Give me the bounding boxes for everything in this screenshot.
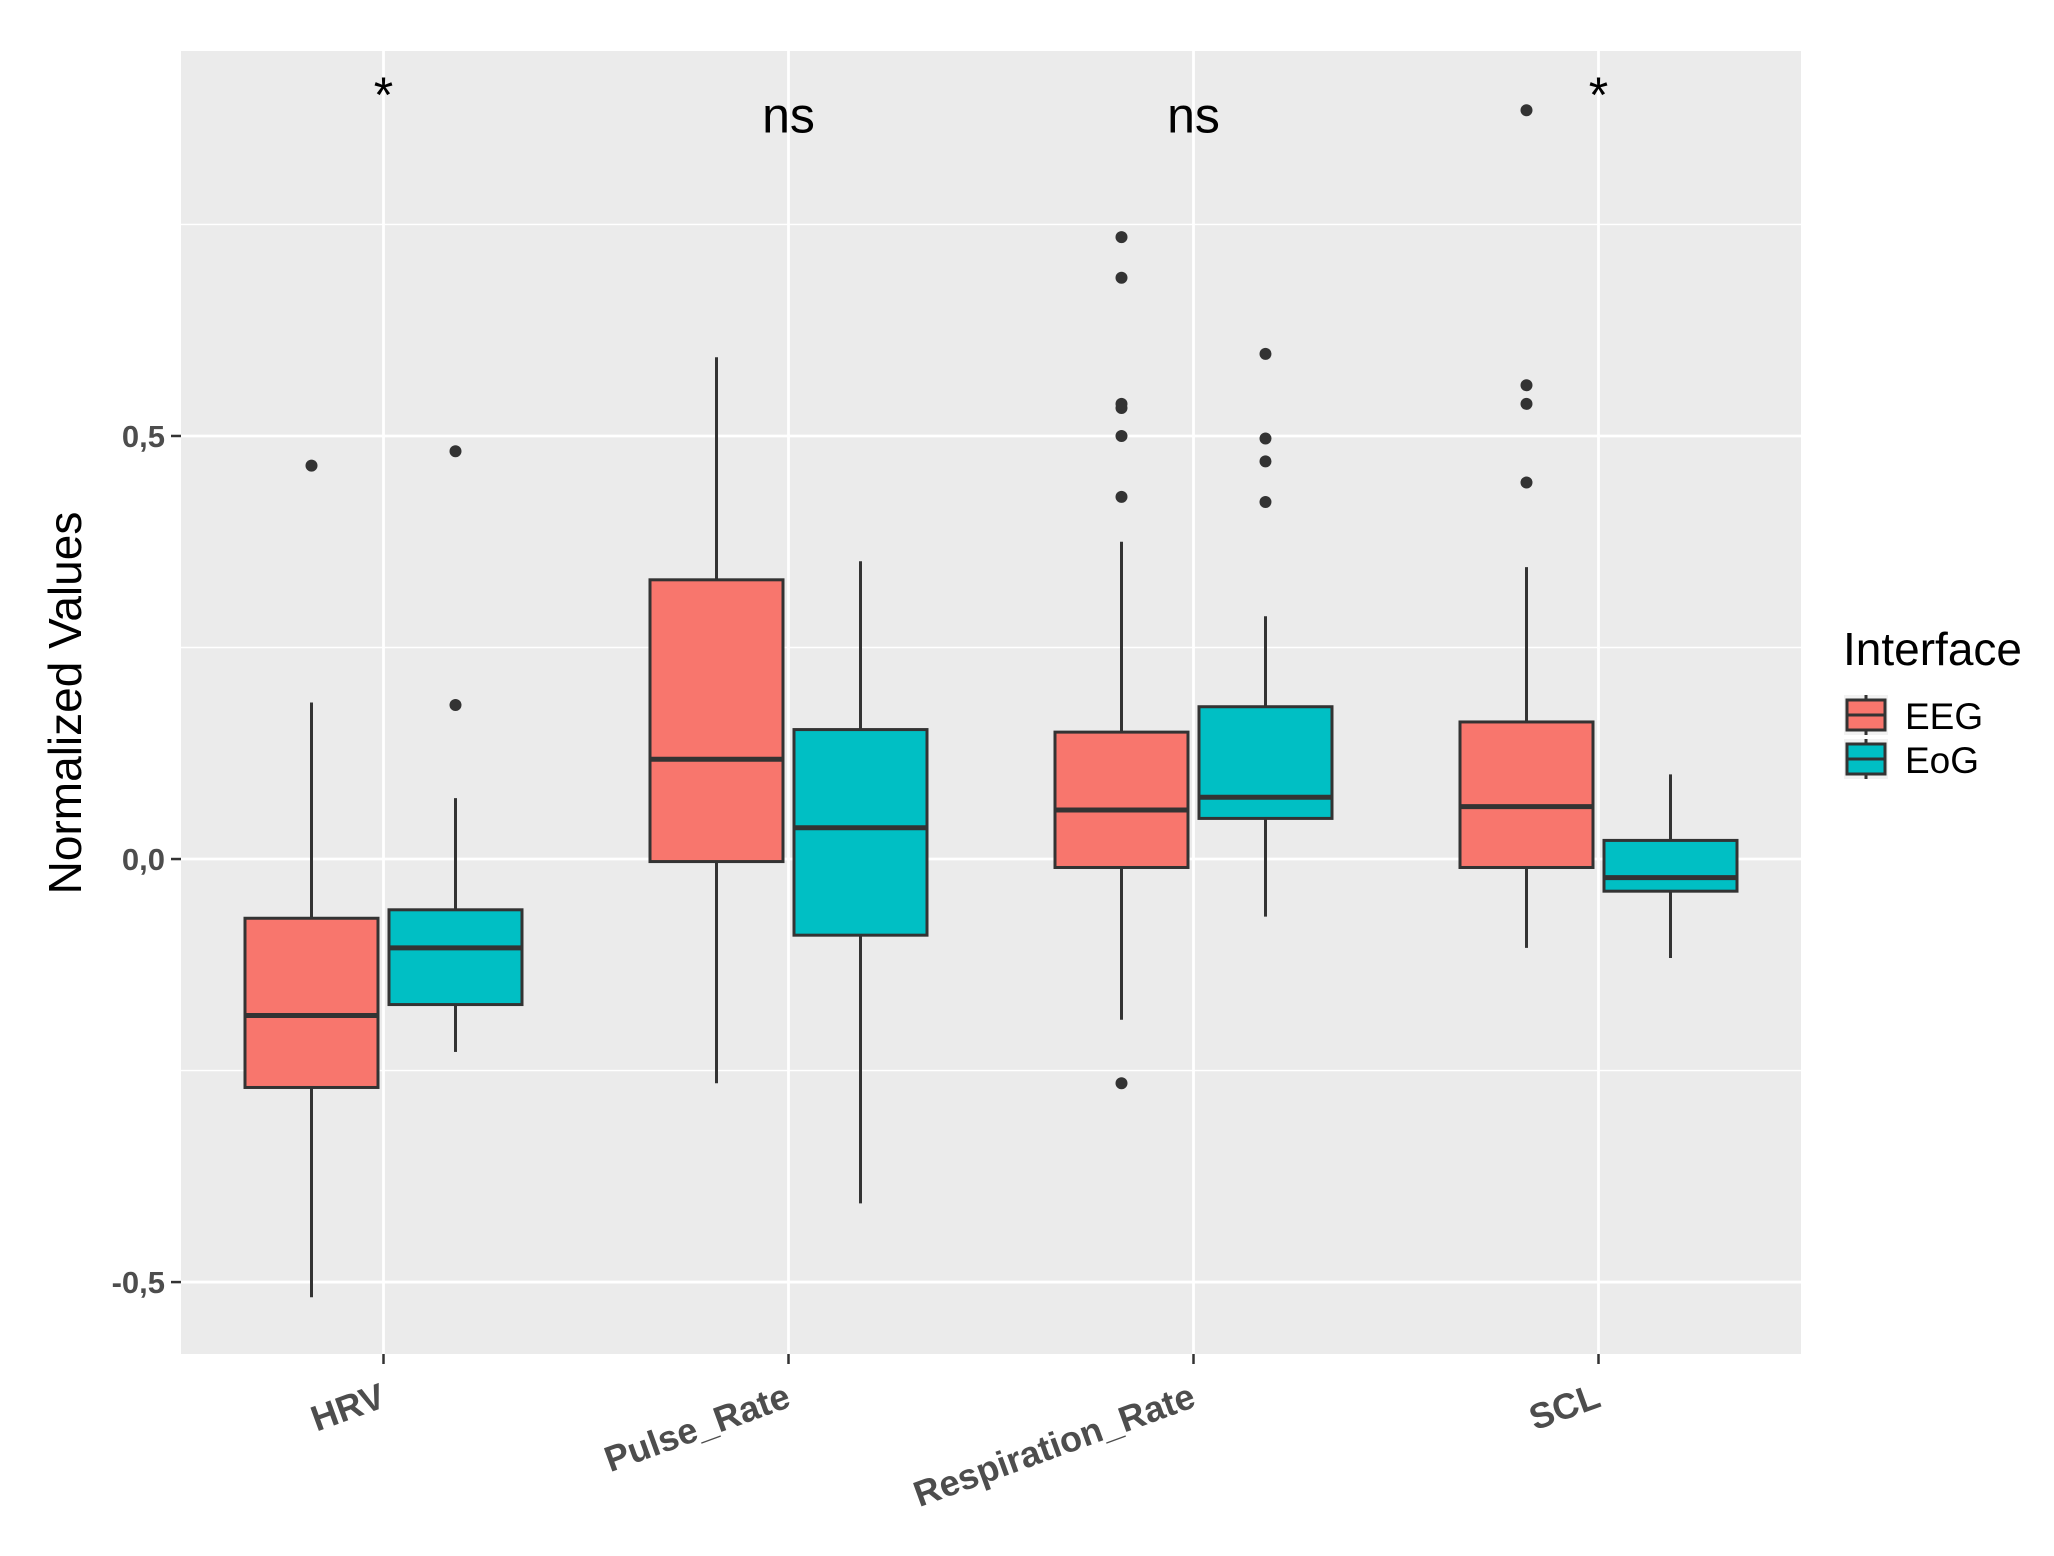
outlier-point <box>1115 490 1128 503</box>
x-tick-label: HRV <box>305 1375 390 1439</box>
box-eog-hrv <box>387 445 524 1052</box>
grid-major <box>181 51 1801 1354</box>
outlier-point <box>1115 429 1128 442</box>
legend-title: Interface <box>1843 623 2022 675</box>
box-eog-pulse-rate <box>792 561 929 1204</box>
outlier-point <box>305 459 318 472</box>
significance-label: ns <box>1167 87 1220 143</box>
significance-labels: * ns ns * <box>374 67 1608 143</box>
y-tick-label: 0,0 <box>122 842 165 877</box>
box-body <box>1602 838 1739 893</box>
outlier-point <box>449 699 462 712</box>
y-tick-label: 0,5 <box>122 419 165 454</box>
box-eog-respiration-rate <box>1197 347 1334 917</box>
box-body <box>1053 730 1190 869</box>
y-tick-label: -0,5 <box>112 1265 165 1300</box>
plot-panel <box>181 51 1801 1354</box>
box-body <box>792 728 929 937</box>
box-body <box>648 578 785 864</box>
legend-item-eeg: EEG <box>1844 695 1983 737</box>
box-body <box>243 916 380 1089</box>
outlier-point <box>1259 432 1272 445</box>
x-axis: HRV Pulse_Rate Respiration_Rate SCL <box>305 1354 1605 1515</box>
legend-label: EoG <box>1905 740 1979 781</box>
box-eog-scl <box>1602 774 1739 959</box>
x-tick-label: SCL <box>1524 1375 1606 1438</box>
box-body <box>1458 720 1595 869</box>
outlier-point <box>1520 476 1533 489</box>
outlier-point <box>1115 397 1128 410</box>
legend-item-eog: EoG <box>1844 739 1979 781</box>
significance-label: ns <box>762 87 815 143</box>
box-eeg-pulse-rate <box>648 357 785 1084</box>
outlier-point <box>1259 455 1272 468</box>
x-tick-label: Pulse_Rate <box>599 1375 795 1480</box>
outlier-point <box>1520 397 1533 410</box>
grid-minor <box>181 223 1801 1072</box>
box-eeg-hrv <box>243 459 380 1298</box>
outlier-point <box>1115 1077 1128 1090</box>
outlier-point <box>1520 104 1533 117</box>
outlier-point <box>1115 231 1128 244</box>
box-eeg-respiration-rate <box>1053 231 1190 1090</box>
box-body <box>1197 705 1334 820</box>
significance-label: * <box>1589 67 1608 123</box>
outlier-point <box>1115 271 1128 284</box>
outlier-point <box>1259 347 1272 360</box>
outlier-point <box>449 445 462 458</box>
legend-label: EEG <box>1905 696 1983 737</box>
outlier-point <box>1520 379 1533 392</box>
outlier-point <box>1259 495 1272 508</box>
box-eeg-scl <box>1458 104 1595 948</box>
y-axis-title: Normalized Values <box>39 512 91 895</box>
significance-label: * <box>374 67 393 123</box>
box-body <box>387 908 524 1007</box>
x-tick-label: Respiration_Rate <box>908 1375 1200 1515</box>
y-axis: -0,5 0,0 0,5 <box>112 419 181 1300</box>
box-group <box>243 104 1739 1298</box>
